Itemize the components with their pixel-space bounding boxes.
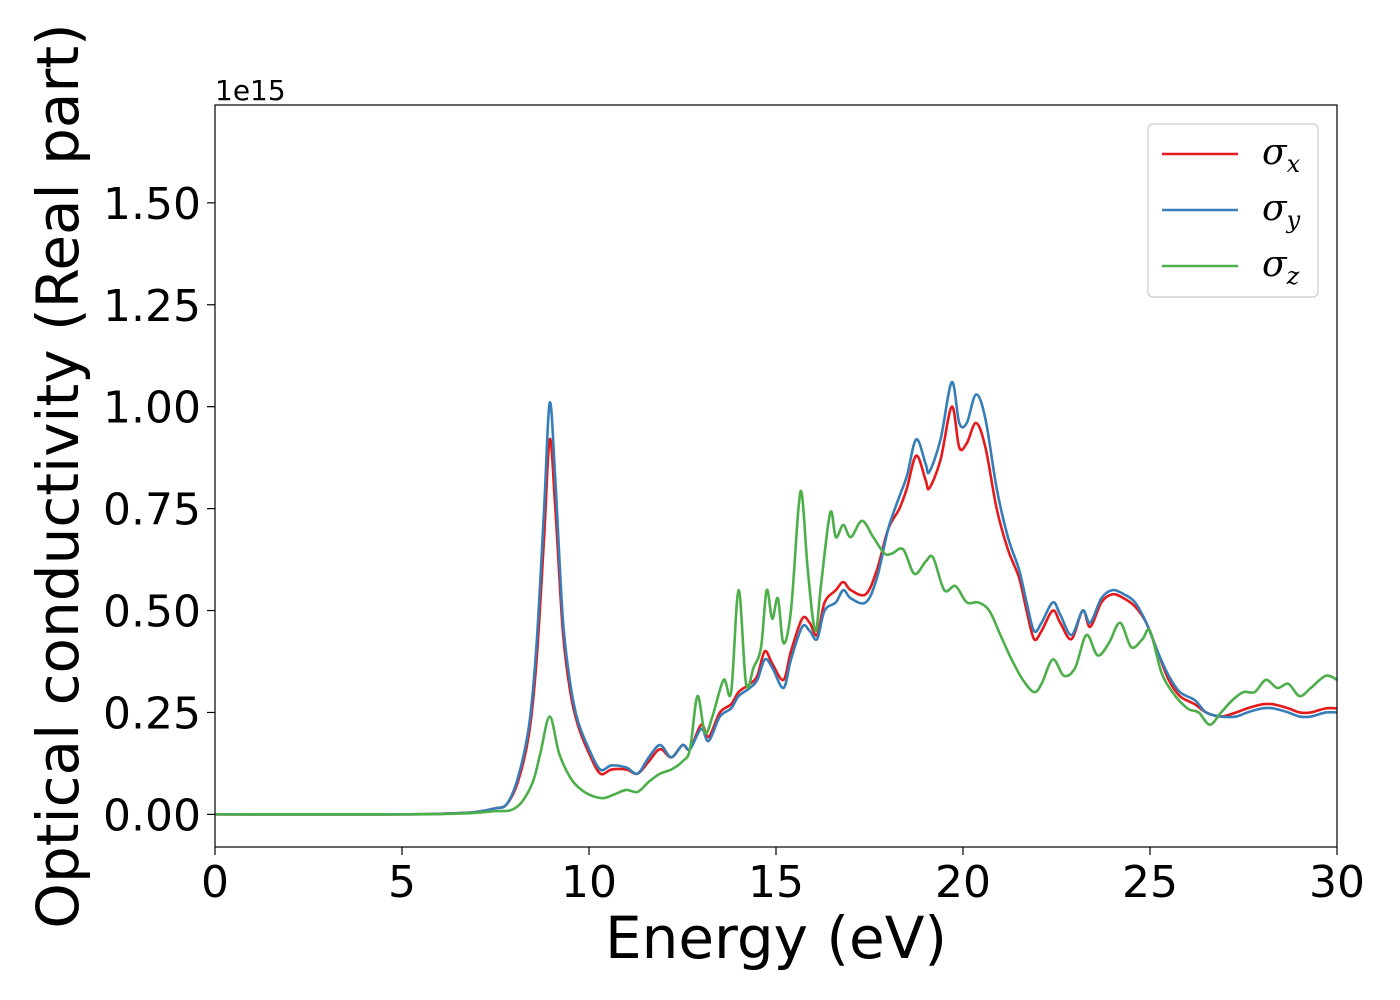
x-tick-label: 5 xyxy=(388,857,416,908)
y-tick-label: 1.00 xyxy=(103,383,201,434)
y-tick-label: 1.25 xyxy=(103,281,201,332)
series-line-y xyxy=(214,380,1338,816)
x-tick-label: 0 xyxy=(201,857,229,908)
x-axis-ticks: 0 5 10 15 20 25 30 xyxy=(201,847,1365,908)
x-tick-label: 30 xyxy=(1309,857,1365,908)
legend-label-y: σy xyxy=(1262,188,1301,234)
legend: σx σy σz xyxy=(1147,123,1319,298)
x-tick-label: 15 xyxy=(748,857,804,908)
series-layer xyxy=(214,380,1338,816)
x-tick-label: 20 xyxy=(935,857,991,908)
y-axis-ticks: 0.00 0.25 0.50 0.75 1.00 1.25 1.50 xyxy=(103,179,215,841)
y-tick-label: 0.00 xyxy=(103,790,201,841)
y-tick-label: 0.50 xyxy=(103,587,201,638)
y-axis-label: Optical conductivity (Real part) xyxy=(24,23,92,928)
y-offset-text: 1e15 xyxy=(215,74,286,107)
legend-entries: σx σy σz xyxy=(1162,132,1301,290)
legend-label-z: σz xyxy=(1262,244,1300,290)
y-tick-label: 0.75 xyxy=(103,485,201,536)
legend-label-x: σx xyxy=(1262,132,1301,178)
x-axis-label: Energy (eV) xyxy=(605,904,947,972)
y-tick-label: 1.50 xyxy=(103,179,201,230)
x-tick-label: 25 xyxy=(1122,857,1178,908)
x-tick-label: 10 xyxy=(561,857,617,908)
series-line-z xyxy=(214,489,1338,816)
y-tick-label: 0.25 xyxy=(103,688,201,739)
